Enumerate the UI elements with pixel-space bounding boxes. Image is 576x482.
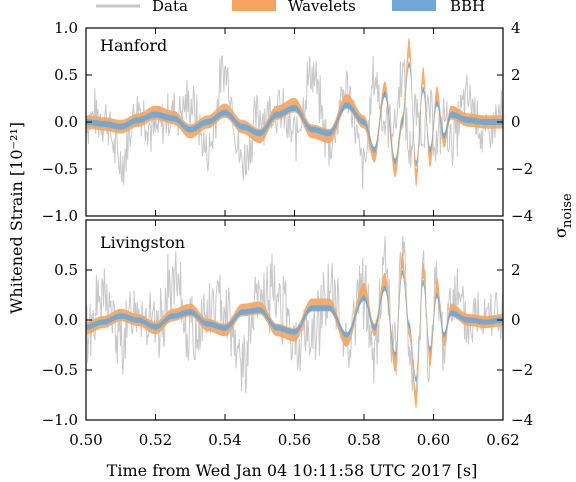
panel-label-livingston: Livingston: [100, 233, 185, 252]
x-axis-label: Time from Wed Jan 04 10:11:58 UTC 2017 […: [107, 461, 478, 480]
y-tick-label-left: 0.0: [54, 113, 78, 131]
y-tick-label-left: 0.5: [54, 261, 78, 279]
panel-livingston: 0.5 0.0 −0.5 −1.0 2 0 −2 −4: [42, 219, 533, 429]
y-axis-label-right-sub: noise: [560, 193, 575, 228]
legend-label-bbh: BBH: [450, 0, 485, 15]
y-tick-label-left: −0.5: [42, 361, 78, 379]
x-tick-label: 0.50: [69, 431, 102, 449]
y-tick-label-left: 0.0: [54, 311, 78, 329]
x-tick-label: 0.56: [278, 431, 311, 449]
legend: Data Wavelets BBH: [96, 0, 485, 15]
y-tick-label-right: −2: [511, 160, 533, 178]
legend-swatch-wavelets: [232, 0, 276, 11]
y-tick-label-left: −0.5: [42, 160, 78, 178]
legend-label-wavelets: Wavelets: [288, 0, 356, 15]
y-tick-label-right: 2: [511, 66, 521, 84]
y-tick-label-right: 0: [511, 311, 521, 329]
x-tick-label: 0.54: [208, 431, 241, 449]
legend-label-data: Data: [152, 0, 188, 15]
y-tick-label-right: 4: [511, 19, 521, 37]
x-axis: 0.50 0.52 0.54 0.56 0.58 0.60 0.62: [69, 431, 519, 449]
legend-swatch-bbh: [392, 0, 436, 11]
y-tick-label-right: 0: [511, 113, 521, 131]
series-bbh-band: [86, 60, 503, 167]
y-tick-label-left: −1.0: [42, 207, 78, 225]
y-tick-label-right: −4: [511, 207, 533, 225]
y-tick-label-left: −1.0: [42, 411, 78, 429]
y-axis-label-right: σ noise: [551, 193, 575, 238]
panel-label-hanford: Hanford: [100, 36, 167, 55]
x-tick-label: 0.60: [417, 431, 450, 449]
y-tick-label-right: −2: [511, 361, 533, 379]
panel-hanford: 1.0 0.5 0.0 −0.5 −1.0 4 2 0 −2 −4: [42, 19, 534, 225]
y-tick-label-right: 2: [511, 261, 521, 279]
x-tick-label: 0.52: [139, 431, 172, 449]
x-tick-label: 0.58: [347, 431, 380, 449]
y-tick-label-right: −4: [511, 411, 533, 429]
series-wavelets-band: [86, 37, 503, 187]
y-tick-label-left: 0.5: [54, 66, 78, 84]
y-axis-label-right-sigma: σ: [551, 227, 570, 238]
y-axis-label-left: Whitened Strain [10⁻²¹]: [7, 122, 26, 314]
x-tick-label: 0.62: [486, 431, 519, 449]
y-tick-label-left: 1.0: [54, 19, 78, 37]
series-data-line: [85, 55, 504, 190]
